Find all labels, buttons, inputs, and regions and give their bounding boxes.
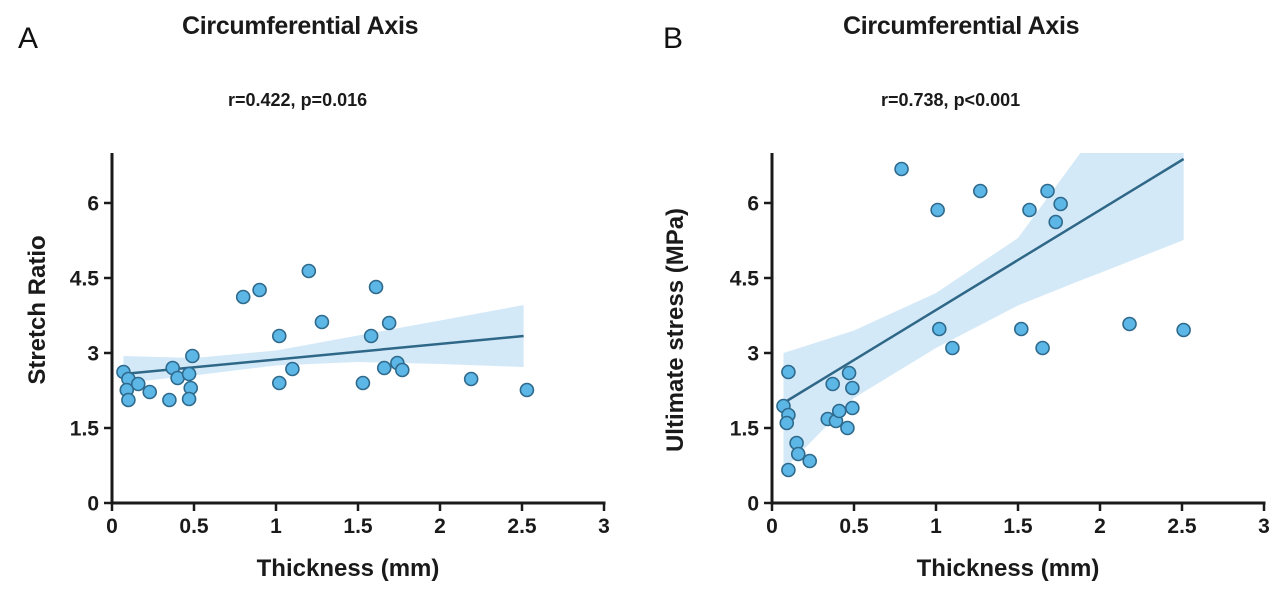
data-point <box>790 446 806 462</box>
data-point <box>894 161 909 177</box>
x-axis-title: Thickness (mm) <box>917 555 1100 582</box>
data-point <box>181 391 197 407</box>
data-point <box>285 361 300 377</box>
data-point <box>930 202 945 218</box>
x-tick-label: 0.5 <box>839 515 869 538</box>
x-tick-label: 2 <box>434 515 446 538</box>
y-tick-label: 4.5 <box>730 268 760 291</box>
data-point <box>185 348 200 364</box>
data-point <box>519 382 535 398</box>
regression-line <box>782 157 1185 405</box>
data-point <box>779 415 795 431</box>
data-point <box>781 462 796 478</box>
y-tick-label: 3 <box>87 343 99 366</box>
data-point <box>271 375 287 391</box>
data-point <box>1040 183 1055 199</box>
x-tick-label: 1 <box>930 515 942 538</box>
data-point <box>463 371 479 387</box>
data-point <box>235 289 251 305</box>
data-point <box>301 263 317 279</box>
y-tick-label: 4.5 <box>70 268 100 291</box>
x-tick-label: 1.5 <box>1003 515 1033 538</box>
data-point <box>802 453 818 469</box>
scatter-plot-b: 0 0.5 1 1.5 2 2.5 3 0 1.5 3 4.5 6 Thickness (mm) Ulti… <box>662 153 1270 582</box>
panel-b: B Circumferential Axis r=0.738, p<0.001 … <box>640 0 1280 596</box>
data-point <box>825 376 840 392</box>
y-tick-label: 1.5 <box>70 418 100 441</box>
data-point <box>840 420 855 436</box>
data-point <box>945 340 960 356</box>
data-point <box>368 279 384 295</box>
data-point <box>1013 321 1029 337</box>
x-tick-label: 2.5 <box>1167 515 1197 538</box>
chart-subtitle-statistics: r=0.738, p<0.001 <box>881 90 1021 110</box>
data-point <box>130 376 146 392</box>
x-tick-label: 0.5 <box>179 515 209 538</box>
data-point <box>1122 316 1137 332</box>
data-point <box>355 375 371 391</box>
y-tick-label: 0 <box>87 493 99 516</box>
data-point <box>363 328 379 344</box>
panel-letter: B <box>663 22 684 55</box>
data-point <box>1053 196 1068 212</box>
data-point <box>781 364 796 380</box>
x-tick-label: 3 <box>598 515 610 538</box>
x-tick-label: 3 <box>1258 515 1270 538</box>
x-tick-label: 2.5 <box>507 515 537 538</box>
data-point <box>252 282 267 298</box>
x-tick-label: 1.5 <box>343 515 373 538</box>
y-tick-label: 6 <box>87 193 99 216</box>
data-point <box>381 315 397 331</box>
chart-title: Circumferential Axis <box>843 12 1080 40</box>
data-point <box>1035 340 1050 356</box>
y-axis-title: Stretch Ratio <box>24 235 51 384</box>
data-point <box>931 321 947 337</box>
y-axis-title: Ultimate stress (MPa) <box>662 208 689 452</box>
x-tick-label: 0 <box>106 515 118 538</box>
chart-title: Circumferential Axis <box>182 12 419 40</box>
x-axis-title: Thickness (mm) <box>257 555 440 582</box>
data-point <box>972 183 988 199</box>
data-point <box>142 384 158 400</box>
data-point <box>376 360 392 376</box>
data-point <box>314 314 330 330</box>
data-point <box>1022 202 1037 218</box>
confidence-band <box>783 153 1184 470</box>
x-tick-label: 1 <box>270 515 282 538</box>
data-point <box>841 365 857 381</box>
data-point <box>181 366 197 382</box>
y-tick-label: 6 <box>747 193 759 216</box>
panel-letter: A <box>18 22 39 55</box>
chart-subtitle-statistics: r=0.422, p=0.016 <box>228 90 368 110</box>
data-point <box>394 362 410 378</box>
data-point <box>1176 322 1191 338</box>
panel-a: A Circumferential Axis r=0.422, p=0.016 … <box>18 12 610 582</box>
data-point <box>121 392 136 408</box>
scatter-plot-a: 0 0.5 1 1.5 2 2.5 3 0 1.5 3 4.5 6 Thickness (mm) Stre… <box>24 153 610 582</box>
x-tick-label: 2 <box>1094 515 1106 538</box>
data-point <box>271 328 287 344</box>
data-point <box>845 380 860 396</box>
y-tick-label: 3 <box>747 343 759 366</box>
data-point <box>162 392 177 408</box>
data-point <box>845 400 860 416</box>
y-tick-label: 1.5 <box>730 418 760 441</box>
x-tick-label: 0 <box>766 515 778 538</box>
y-tick-label: 0 <box>747 493 759 516</box>
data-point <box>831 403 847 419</box>
data-point <box>1048 214 1064 230</box>
